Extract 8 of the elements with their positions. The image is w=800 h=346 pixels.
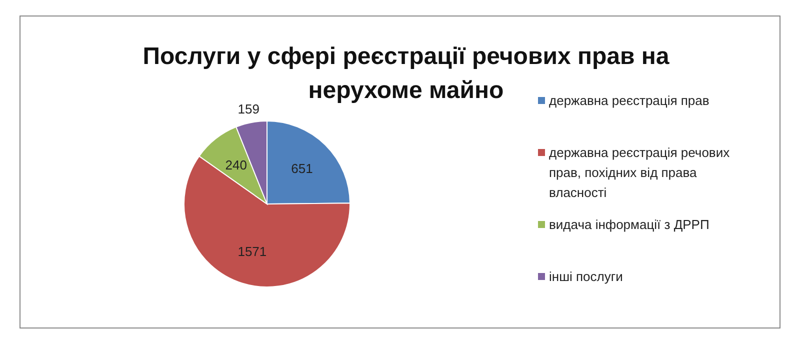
data-label: 240 [225,157,247,172]
data-label: 651 [291,161,313,176]
data-label: 1571 [238,244,267,260]
legend-label: державна реєстрація речових прав, похідних від права власності [549,145,730,200]
legend-label: державна реєстрація прав [549,93,710,108]
data-label: 159 [238,101,260,116]
legend-label: інші послуги [549,269,623,284]
legend-label: видача інформації з ДРРП [549,217,710,232]
